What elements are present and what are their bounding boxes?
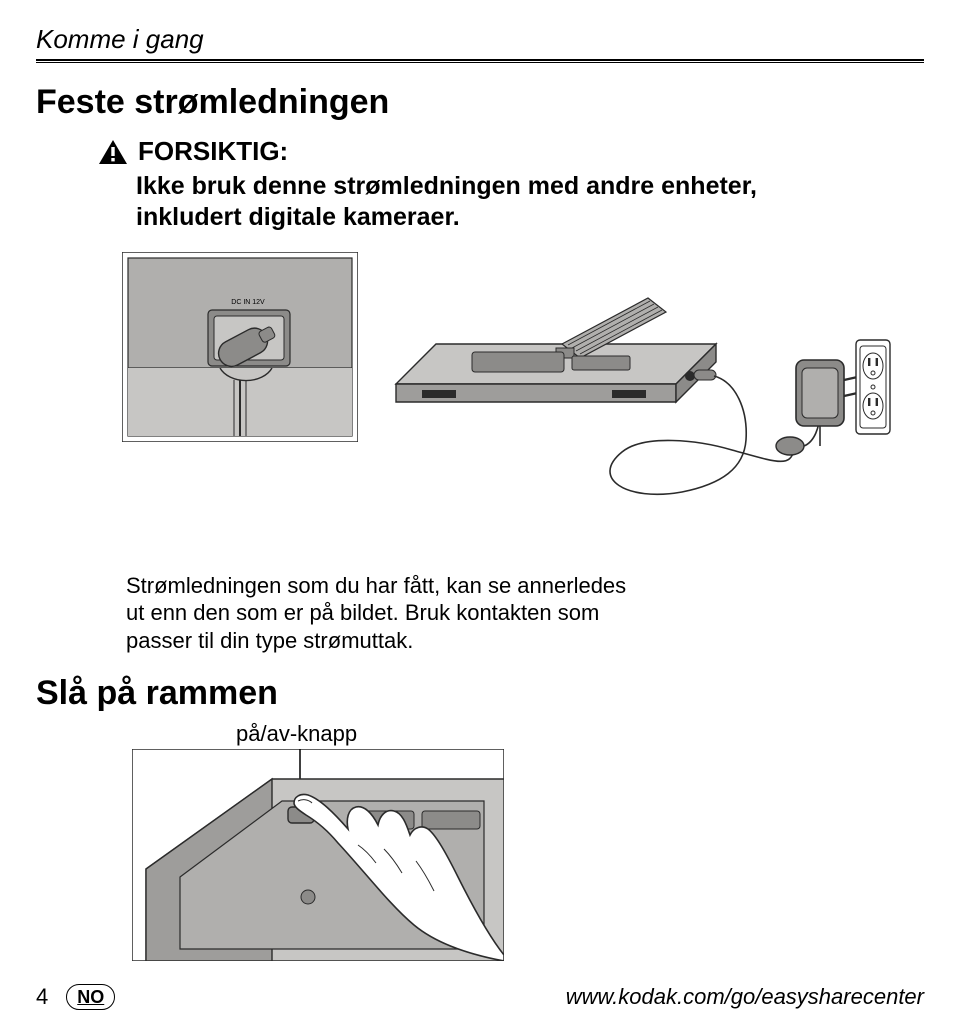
footer-url: www.kodak.com/go/easysharecenter xyxy=(566,984,924,1010)
section-divider xyxy=(36,59,924,63)
language-badge: NO xyxy=(66,984,115,1010)
footer-left: 4 NO xyxy=(36,984,115,1010)
section1-title: Feste strømledningen xyxy=(36,83,924,122)
caution-label: FORSIKTIG: xyxy=(138,136,288,167)
section-header: Komme i gang xyxy=(36,24,924,55)
power-button-label: på/av-knapp xyxy=(236,721,924,747)
figure-row: DC IN 12V xyxy=(122,252,924,540)
page-number: 4 xyxy=(36,984,48,1010)
figure-device-back: DC IN 12V xyxy=(122,252,358,442)
dc-label: DC IN 12V xyxy=(231,299,265,306)
caution-text: Ikke bruk denne strømledningen med andre… xyxy=(136,171,864,234)
caution-row: FORSIKTIG: xyxy=(98,136,924,167)
figure-dock-power xyxy=(376,252,896,540)
callout-connector xyxy=(236,377,960,379)
page-footer: 4 NO www.kodak.com/go/easysharecenter xyxy=(36,984,924,1010)
warning-icon xyxy=(98,139,128,165)
power-description: Strømledningen som du har fått, kan se a… xyxy=(126,572,644,655)
section2-title: Slå på rammen xyxy=(36,674,924,713)
figure-power-button xyxy=(132,749,924,966)
